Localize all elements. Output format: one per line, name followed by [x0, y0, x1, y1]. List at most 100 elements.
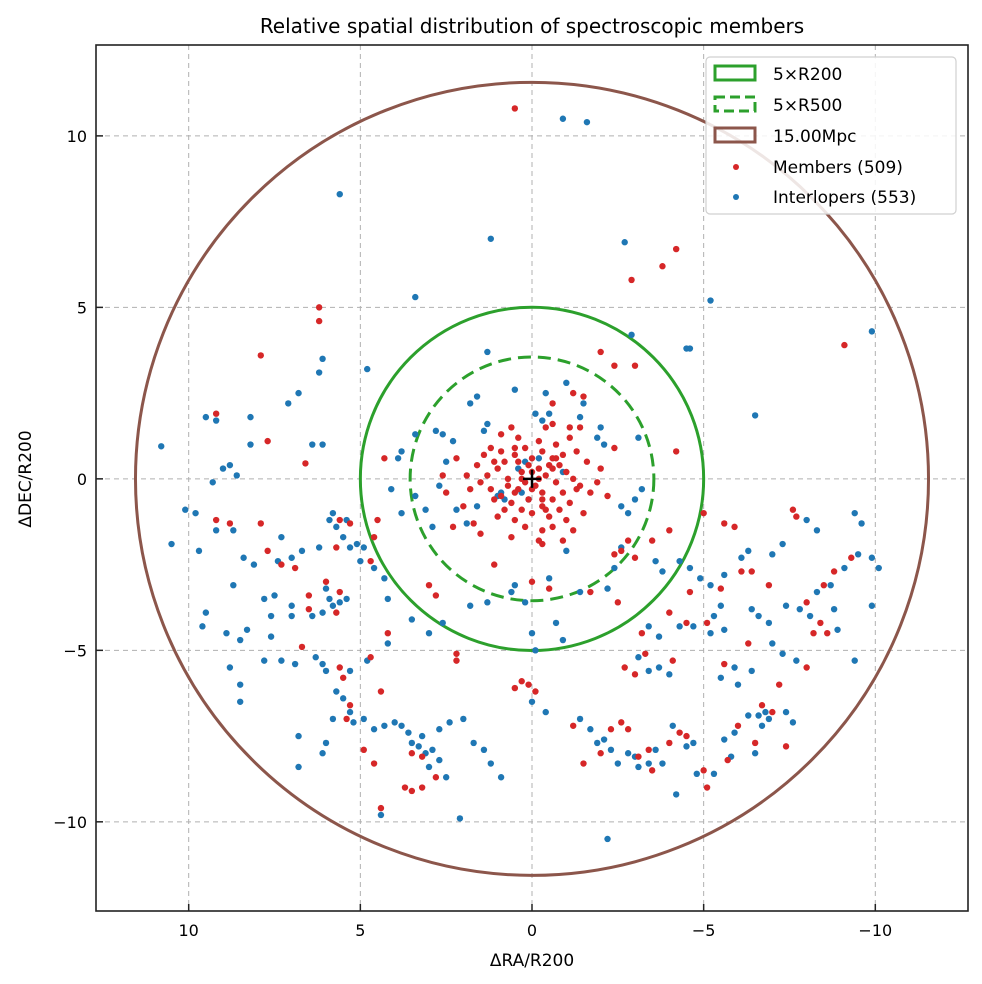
- interloper-point: [412, 431, 419, 438]
- member-point: [580, 393, 587, 400]
- member-point: [226, 520, 234, 527]
- member-point: [775, 681, 783, 688]
- interloper-point: [769, 640, 776, 647]
- member-point: [597, 750, 604, 757]
- interloper-point: [319, 750, 326, 757]
- interloper-point: [480, 427, 488, 435]
- interloper-point: [655, 664, 663, 671]
- interloper-point: [717, 602, 725, 609]
- member-point: [703, 619, 711, 627]
- member-point: [549, 523, 556, 531]
- interloper-point: [333, 688, 340, 695]
- member-point: [624, 726, 632, 733]
- interloper-point: [377, 811, 385, 819]
- interloper-point: [600, 441, 608, 448]
- member-point: [525, 496, 532, 503]
- member-point: [473, 461, 481, 469]
- member-point: [569, 389, 577, 397]
- member-point: [563, 516, 570, 524]
- plot-area: [133, 80, 931, 877]
- interloper-point: [542, 708, 549, 716]
- interloper-point: [278, 533, 285, 541]
- interloper-point: [460, 715, 467, 723]
- interloper-point: [336, 190, 343, 198]
- member-point: [824, 629, 831, 637]
- interloper-point: [388, 485, 395, 493]
- member-point: [724, 756, 731, 764]
- interloper-point: [236, 698, 244, 705]
- interloper-point: [710, 770, 718, 778]
- interloper-point: [683, 743, 690, 750]
- interloper-point: [511, 386, 519, 393]
- member-point: [700, 509, 707, 517]
- interloper-point: [381, 722, 388, 729]
- interloper-point: [542, 389, 549, 397]
- interloper-point: [624, 750, 632, 757]
- member-point: [377, 688, 385, 695]
- interloper-point: [618, 503, 625, 510]
- member-point: [508, 424, 515, 431]
- member-point: [521, 523, 529, 531]
- member-point: [339, 674, 347, 681]
- member-point: [539, 527, 546, 534]
- interloper-point: [539, 417, 546, 424]
- member-point: [597, 348, 604, 356]
- interloper-point: [635, 763, 642, 771]
- member-point: [559, 451, 567, 459]
- interloper-point: [398, 448, 405, 455]
- member-point: [631, 362, 639, 369]
- member-point: [556, 506, 563, 513]
- member-point: [302, 460, 309, 467]
- member-point: [460, 503, 467, 510]
- interloper-point: [659, 568, 666, 575]
- interloper-point: [789, 719, 797, 726]
- member-point: [611, 444, 618, 452]
- interloper-point: [271, 592, 278, 599]
- member-point: [803, 599, 810, 606]
- member-point: [666, 609, 673, 616]
- center-marker: [523, 469, 541, 488]
- member-point: [666, 739, 673, 747]
- member-point: [491, 496, 498, 503]
- member-point: [477, 479, 484, 486]
- member-point: [751, 739, 759, 747]
- member-point: [305, 592, 313, 599]
- interloper-point: [827, 581, 834, 589]
- member-point: [789, 506, 797, 513]
- interloper-point: [563, 379, 570, 387]
- interloper-point: [796, 605, 803, 613]
- member-point: [432, 592, 440, 599]
- member-point: [511, 105, 519, 112]
- interloper-point: [453, 506, 460, 513]
- interloper-point: [240, 554, 247, 561]
- interloper-point: [686, 345, 694, 352]
- x-tick-label: 5: [355, 921, 365, 940]
- member-point: [518, 468, 525, 476]
- interloper-point: [226, 461, 234, 469]
- member-point: [566, 434, 573, 441]
- member-point: [511, 516, 519, 524]
- interloper-point: [854, 551, 862, 558]
- legend-marker-members: [733, 164, 739, 170]
- member-point: [817, 619, 824, 627]
- interloper-point: [405, 729, 412, 736]
- interloper-point: [721, 736, 728, 743]
- member-point: [511, 451, 519, 459]
- legend-label-members: Members (509): [773, 158, 903, 178]
- interloper-point: [655, 633, 663, 640]
- member-point: [583, 458, 591, 465]
- legend-swatch-r200: [713, 64, 757, 82]
- interloper-point: [576, 413, 584, 421]
- member-point: [542, 472, 549, 479]
- member-point: [453, 650, 460, 657]
- member-point: [672, 448, 680, 455]
- member-point: [504, 475, 512, 483]
- interloper-point: [690, 739, 697, 747]
- member-point: [367, 654, 374, 661]
- interloper-point: [779, 540, 786, 548]
- member-point: [408, 787, 416, 795]
- member-point: [480, 451, 488, 459]
- member-point: [539, 489, 546, 496]
- y-tick-label: 5: [77, 298, 87, 317]
- interloper-point: [436, 756, 443, 764]
